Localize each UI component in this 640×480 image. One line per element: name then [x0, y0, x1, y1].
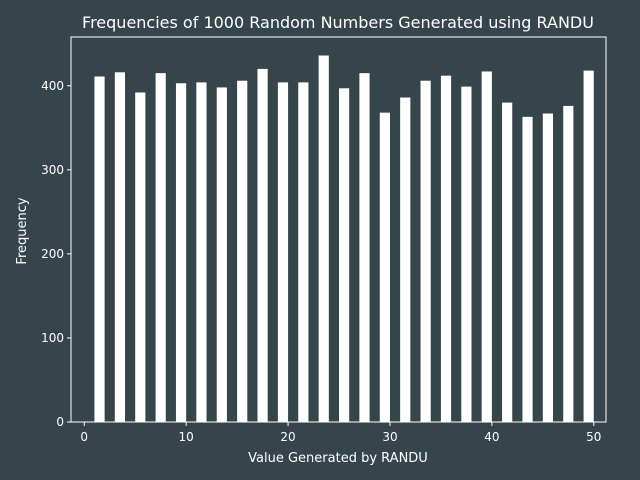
x-tick-label: 30 [382, 430, 397, 444]
y-tick-label: 0 [56, 415, 64, 429]
plot-frame [70, 36, 607, 423]
bars-group [94, 55, 594, 423]
y-tick-label: 400 [41, 79, 64, 93]
x-axis-label: Value Generated by RANDU [248, 451, 428, 466]
bar [155, 73, 166, 422]
bar [339, 88, 350, 423]
bar [298, 82, 309, 423]
bar [196, 82, 207, 423]
bar [542, 113, 554, 422]
x-axis-ticks: 0 10 20 30 40 50 [80, 422, 601, 444]
bar [175, 83, 187, 422]
bar [237, 80, 248, 422]
x-tick-label: 50 [586, 430, 601, 444]
bar [502, 102, 513, 422]
y-tick-label: 200 [41, 247, 64, 261]
bar [277, 82, 289, 423]
bar [420, 80, 431, 422]
bar [135, 92, 146, 422]
bar [400, 97, 411, 422]
bar [359, 73, 370, 422]
bar [481, 71, 492, 423]
x-tick-label: 20 [280, 430, 295, 444]
bar [440, 75, 452, 422]
bar [114, 72, 126, 423]
y-tick-label: 100 [41, 331, 64, 345]
x-tick-label: 10 [179, 430, 194, 444]
chart-title: Frequencies of 1000 Random Numbers Gener… [82, 13, 594, 32]
x-tick-label: 0 [80, 430, 88, 444]
y-tick-label: 300 [41, 163, 64, 177]
bar [216, 87, 227, 423]
bar [94, 76, 105, 423]
bar [563, 105, 574, 423]
bar [318, 55, 329, 423]
y-axis-label: Frequency [15, 197, 30, 264]
y-axis-ticks: 0 100 200 300 400 [41, 79, 71, 429]
bar [461, 86, 472, 422]
bar [257, 68, 268, 422]
bar [379, 112, 390, 422]
bar [522, 116, 533, 422]
x-tick-label: 40 [484, 430, 499, 444]
bar [583, 70, 594, 422]
